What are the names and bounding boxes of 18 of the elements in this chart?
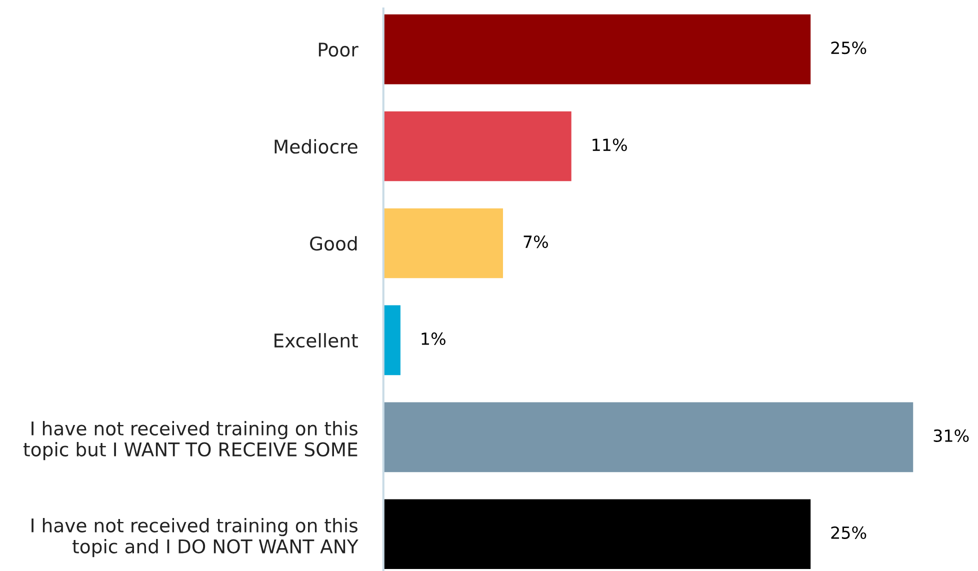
bar	[383, 499, 811, 570]
bar	[383, 402, 914, 472]
data-label: 25%	[831, 42, 866, 54]
bar	[383, 208, 503, 278]
y-tick-label: I have not received training on this topic and I DO NOT WANT ANY	[32, 518, 358, 558]
data-label: 1%	[422, 332, 446, 346]
data-label: 31%	[934, 429, 969, 442]
bar	[383, 305, 400, 376]
y-tick-label: Mediocre	[274, 139, 358, 154]
bar	[383, 111, 572, 182]
y-tick-label: Good	[310, 236, 357, 251]
y-tick-label: I have not received training on this topic but I WANT TO RECEIVE SOME	[23, 420, 358, 460]
bar	[383, 14, 811, 84]
data-label: 25%	[831, 526, 866, 539]
y-tick-label: Poor	[318, 42, 358, 57]
data-label: 11%	[592, 138, 627, 152]
y-tick-label: Excellent	[274, 333, 358, 348]
data-label: 7%	[524, 235, 548, 248]
